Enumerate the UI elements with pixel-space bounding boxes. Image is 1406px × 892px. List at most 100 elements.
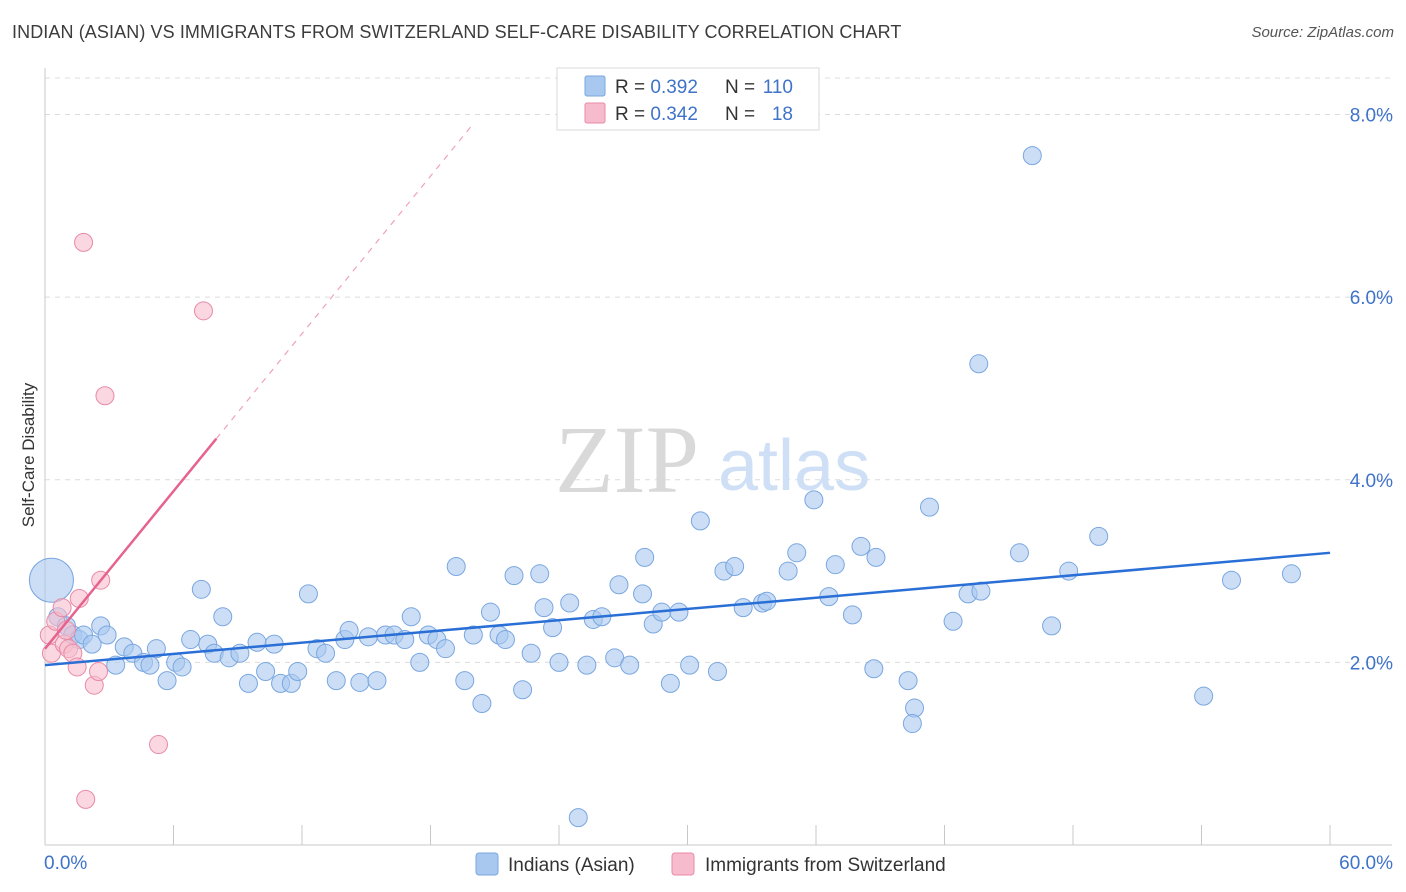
y-axis-label: Self-Care Disability xyxy=(19,382,38,527)
point-indians xyxy=(146,639,166,659)
point-indians xyxy=(864,659,884,679)
point-indians xyxy=(435,639,455,659)
chart-title: INDIAN (ASIAN) VS IMMIGRANTS FROM SWITZE… xyxy=(12,22,902,42)
point-indians xyxy=(191,579,211,599)
point-indians xyxy=(920,497,940,517)
point-indians xyxy=(213,607,233,627)
legend-r-label-1: R = xyxy=(615,77,650,98)
trend-extension-switzerland xyxy=(215,123,474,440)
point-indians xyxy=(1089,526,1109,546)
point-indians xyxy=(787,543,807,563)
point-indians xyxy=(1281,564,1301,584)
point-indians xyxy=(339,620,359,640)
point-indians xyxy=(288,662,308,682)
point-indians xyxy=(660,673,680,693)
legend-r-value-1: 0.392 xyxy=(650,77,698,98)
legend-n-value-1: 110 xyxy=(763,77,793,98)
point-indians xyxy=(804,490,824,510)
legend-n-label-2: N = xyxy=(725,104,755,125)
point-indians xyxy=(97,625,117,645)
point-indians xyxy=(1221,570,1241,590)
point-indians xyxy=(326,671,346,691)
x-tick-label-min: 0.0% xyxy=(44,853,87,874)
point-indians xyxy=(549,652,569,672)
point-indians xyxy=(446,557,466,577)
svg-text:N =: N = xyxy=(725,77,755,98)
point-indians xyxy=(472,693,492,713)
point-indians xyxy=(367,671,387,691)
point-indians xyxy=(530,564,550,584)
point-indians xyxy=(298,584,318,604)
point-indians xyxy=(1022,146,1042,166)
point-indians xyxy=(866,547,886,567)
point-indians xyxy=(943,611,963,631)
point-switzerland xyxy=(74,232,94,252)
point-indians xyxy=(969,354,989,374)
point-indians xyxy=(680,655,700,675)
series-legend: Indians (Asian) Immigrants from Switzerl… xyxy=(475,852,946,876)
point-indians xyxy=(238,673,258,693)
point-switzerland xyxy=(95,386,115,406)
point-indians xyxy=(609,575,629,595)
trend-lines xyxy=(44,123,1331,667)
point-indians xyxy=(28,557,74,603)
legend-swatch-indians xyxy=(475,852,499,876)
point-indians xyxy=(1042,616,1062,636)
point-indians xyxy=(316,643,336,663)
legend-r-value-2: 0.342 xyxy=(650,104,698,125)
point-indians xyxy=(1194,686,1214,706)
point-indians xyxy=(635,547,655,567)
point-indians xyxy=(690,511,710,531)
svg-text:R = 0.342: R = 0.342 xyxy=(615,104,698,125)
point-switzerland xyxy=(76,789,96,809)
point-indians xyxy=(82,634,102,654)
legend-n-label-1: N = xyxy=(725,77,755,98)
point-indians xyxy=(534,598,554,618)
point-indians xyxy=(495,630,515,650)
point-switzerland xyxy=(149,735,169,755)
y-tick-label: 6.0% xyxy=(1350,288,1393,309)
point-indians xyxy=(560,593,580,613)
legend-swatch-switzerland xyxy=(671,852,695,876)
watermark-zip: ZIP xyxy=(555,406,699,513)
svg-text:R = 0.392: R = 0.392 xyxy=(615,77,698,98)
point-indians xyxy=(247,632,267,652)
legend-label-indians: Indians (Asian) xyxy=(508,855,635,876)
legend-r-label-2: R = xyxy=(615,104,650,125)
x-tick-label-max: 60.0% xyxy=(1339,853,1393,874)
y-tick-label: 2.0% xyxy=(1350,653,1393,674)
point-indians xyxy=(543,618,563,638)
point-indians xyxy=(568,808,588,828)
source-label: Source: ZipAtlas.com xyxy=(1251,24,1394,41)
point-indians xyxy=(733,598,753,618)
point-indians xyxy=(480,602,500,622)
point-switzerland xyxy=(193,301,213,321)
point-indians xyxy=(157,671,177,691)
trend-line-switzerland xyxy=(44,437,218,650)
point-indians xyxy=(898,671,918,691)
point-indians xyxy=(521,643,541,663)
point-indians xyxy=(513,680,533,700)
point-indians xyxy=(633,584,653,604)
point-indians xyxy=(842,605,862,625)
svg-text:N =: N = xyxy=(725,104,755,125)
point-indians xyxy=(851,536,871,556)
legend-n-value-2: 18 xyxy=(772,104,793,125)
point-indians xyxy=(504,566,524,586)
point-indians xyxy=(401,607,421,627)
data-points xyxy=(28,146,1301,828)
legend-swatch-pink xyxy=(584,102,606,124)
y-tick-label: 8.0% xyxy=(1350,106,1393,127)
point-switzerland xyxy=(89,662,109,682)
point-indians xyxy=(350,672,370,692)
point-indians xyxy=(256,662,276,682)
point-indians xyxy=(172,657,192,677)
legend-label-switzerland: Immigrants from Switzerland xyxy=(705,855,946,876)
point-indians xyxy=(669,602,689,622)
point-indians xyxy=(455,671,475,691)
stats-legend: R = 0.392 N = 110 R = 0.342 N = 18 xyxy=(556,67,820,131)
point-indians xyxy=(707,662,727,682)
point-indians xyxy=(725,557,745,577)
point-indians xyxy=(902,714,922,734)
